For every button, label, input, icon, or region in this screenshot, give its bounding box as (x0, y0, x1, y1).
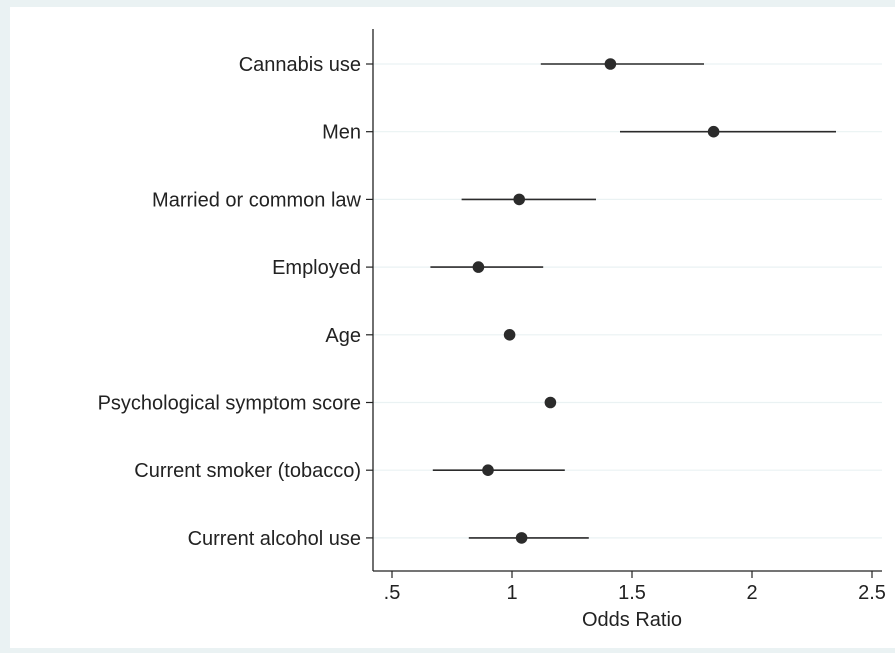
point-estimates (472, 58, 720, 544)
x-axis-title: Odds Ratio (582, 609, 682, 631)
y-tick-label: Current alcohol use (188, 528, 361, 550)
y-tick-label: Married or common law (152, 189, 362, 211)
y-tick-label: Current smoker (tobacco) (134, 460, 361, 482)
x-tick-label: 2 (746, 582, 757, 604)
point-estimate (544, 396, 557, 409)
x-axis-ticks: .5 1 1.5 2 2.5 (384, 571, 886, 604)
y-tick-label: Cannabis use (239, 54, 361, 76)
point-estimate (482, 464, 494, 477)
point-estimate (503, 329, 516, 341)
point-estimate (515, 532, 528, 544)
x-tick-label: 1.5 (618, 582, 646, 604)
y-tick-label: Age (325, 325, 361, 347)
x-tick-label: .5 (384, 582, 401, 604)
axes (372, 29, 882, 572)
x-tick-label: 2.5 (858, 582, 886, 604)
point-estimate (707, 125, 720, 138)
coefficient-plot: Cannabis use Men Married or common law Empl… (98, 29, 886, 631)
point-estimate (604, 58, 617, 70)
y-tick-label: Men (322, 122, 361, 144)
point-estimate (472, 261, 485, 273)
chart-area: Cannabis use Men Married or common law Empl… (10, 7, 895, 648)
y-tick-label: Employed (272, 257, 361, 279)
y-axis-ticks: Cannabis use Men Married or common law Empl… (98, 54, 373, 550)
x-tick-label: 1 (506, 582, 517, 604)
gridlines (373, 63, 882, 539)
point-estimate (513, 193, 525, 206)
y-tick-label: Psychological symptom score (98, 393, 361, 415)
